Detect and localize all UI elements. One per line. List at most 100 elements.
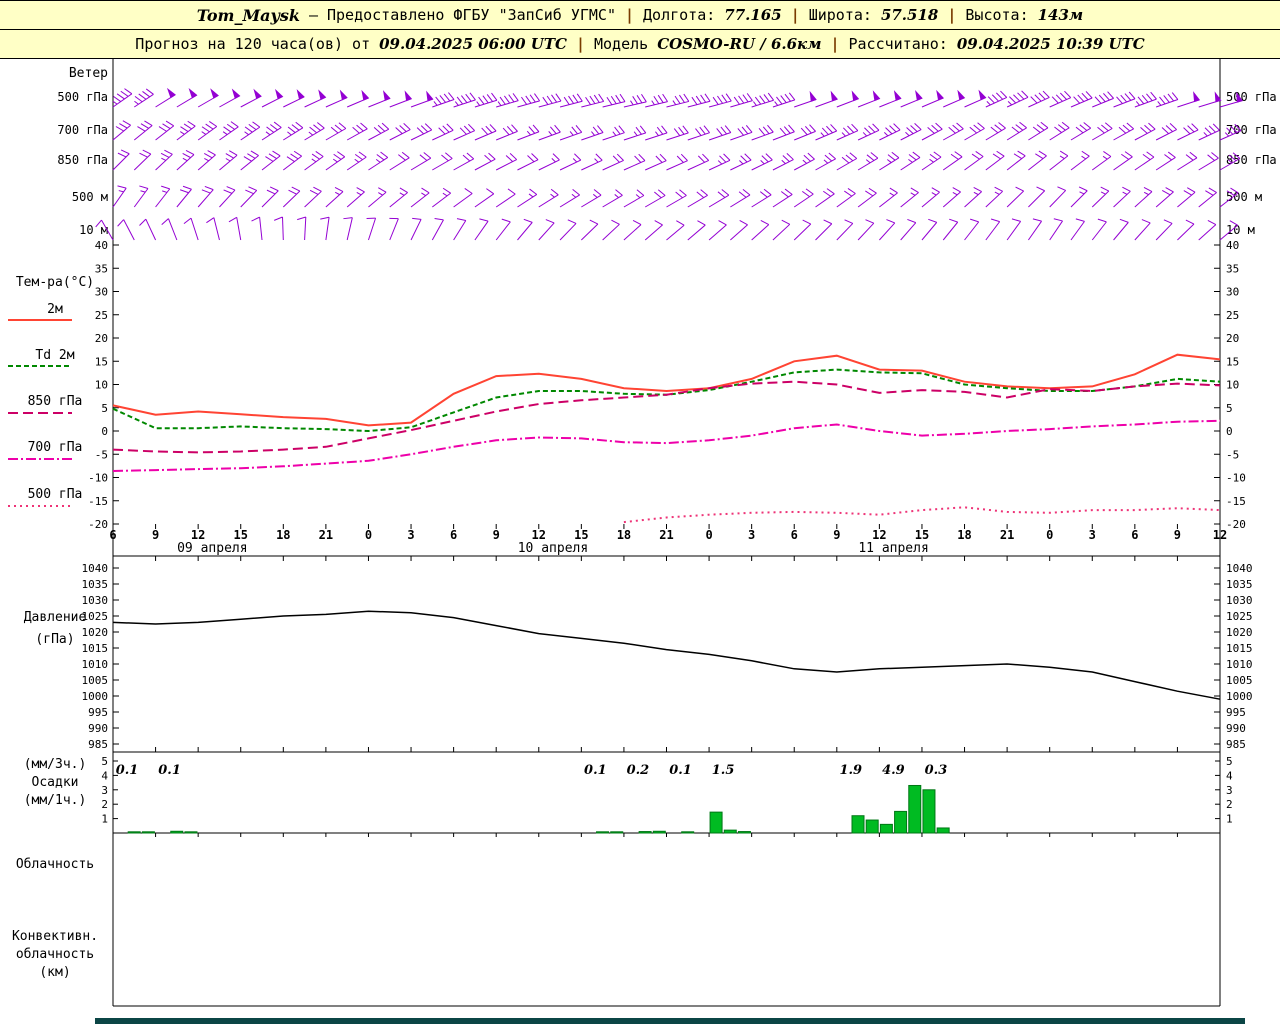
svg-text:40: 40 [1226,239,1239,252]
svg-text:5: 5 [101,402,108,415]
svg-text:0.3: 0.3 [925,763,948,778]
separator-icon: | [790,6,800,24]
header-line-2: Прогноз на 120 часа(ов) от 09.04.2025 06… [0,30,1280,59]
svg-text:12: 12 [532,528,546,542]
svg-text:9: 9 [152,528,159,542]
svg-text:40: 40 [95,239,108,252]
svg-text:1.9: 1.9 [839,763,862,778]
svg-text:-10: -10 [1226,472,1246,485]
svg-text:30: 30 [95,286,108,299]
svg-text:-20: -20 [88,518,108,531]
svg-text:1035: 1035 [1226,578,1253,591]
separator-icon: | [947,6,957,24]
svg-text:15: 15 [1226,355,1239,368]
precipitation-panel: 5 54 43 32 21 10.1 0.1 0.1 0.2 0.1 1.5 1.9 4.9 0.3 [101,755,1233,837]
svg-text:1005: 1005 [1226,674,1253,687]
svg-text:1010: 1010 [82,658,109,671]
svg-text:-20: -20 [1226,518,1246,531]
svg-text:0: 0 [1226,425,1233,438]
svg-text:1030: 1030 [1226,594,1253,607]
svg-text:10: 10 [95,379,108,392]
svg-text:985: 985 [88,738,108,751]
pressure-unit-label: (гПа) [35,632,75,647]
svg-text:18: 18 [617,528,631,542]
convective-panel-title-1: Конвективн. [11,929,99,944]
svg-text:1: 1 [101,813,108,826]
svg-text:15: 15 [95,355,108,368]
svg-text:990: 990 [88,722,108,735]
svg-text:12: 12 [191,528,205,542]
forecast-label: Прогноз на 120 часа(ов) от [135,35,371,53]
svg-text:10 м: 10 м [1226,223,1255,237]
svg-text:1010: 1010 [1226,658,1253,671]
svg-text:3: 3 [407,528,414,542]
svg-text:0.1: 0.1 [584,763,607,778]
svg-text:35: 35 [95,262,108,275]
svg-text:5: 5 [1226,755,1233,768]
legend-t2m-label: 2м [47,302,63,317]
svg-text:700 гПа: 700 гПа [1226,123,1277,137]
svg-text:990: 990 [1226,722,1246,735]
cloudiness-panel-title: Облачность [15,857,95,872]
svg-text:1025: 1025 [1226,610,1253,623]
svg-text:18: 18 [957,528,971,542]
model-label: Модель [594,35,649,53]
svg-text:1030: 1030 [82,594,109,607]
svg-text:6: 6 [1131,528,1138,542]
svg-text:5: 5 [1226,402,1233,415]
svg-text:0: 0 [365,528,372,542]
svg-text:500 гПа: 500 гПа [1226,90,1277,104]
svg-text:1015: 1015 [82,642,109,655]
svg-text:6: 6 [791,528,798,542]
svg-text:700 гПа: 700 гПа [57,123,108,137]
model-value: COSMO-RU / 6.6км [657,35,822,53]
separator-icon: | [830,35,840,53]
calculated-label: Рассчитано: [848,35,948,53]
calculated-value: 09.04.2025 10:39 UTC [956,35,1145,53]
svg-text:21: 21 [659,528,673,542]
svg-text:1005: 1005 [82,674,109,687]
svg-text:25: 25 [1226,309,1239,322]
svg-text:15: 15 [234,528,248,542]
svg-text:-15: -15 [88,495,108,508]
precip-3h-unit-label: (мм/3ч.) [23,757,87,772]
svg-text:1040: 1040 [82,562,109,575]
svg-text:-5: -5 [1226,448,1239,461]
longitude-value: 77.165 [724,6,782,24]
svg-text:2: 2 [1226,798,1233,811]
svg-text:-5: -5 [95,448,108,461]
svg-text:5: 5 [101,755,108,768]
svg-text:4.9: 4.9 [882,763,905,778]
svg-text:15: 15 [574,528,588,542]
legend-850-label: 850 гПа [27,394,83,409]
latitude-label: Широта: [808,6,872,24]
svg-text:10 м: 10 м [79,223,108,237]
svg-text:15: 15 [915,528,929,542]
header-line-1: Tom_Maysk – Предоставлено ФГБУ "ЗапСиб У… [0,1,1280,30]
svg-text:3: 3 [1226,784,1233,797]
svg-text:10 апреля: 10 апреля [518,541,588,556]
svg-text:1020: 1020 [82,626,109,639]
legend-td2m-label: Td 2м [35,348,75,363]
longitude-label: Долгота: [643,6,716,24]
station-name: Tom_Maysk [196,5,300,25]
pressure-panel: 1040 1040 1035 1035 1030 1030 1025 1025 1020 1020… [82,556,1253,752]
precip-panel-title: Осадки [31,775,79,790]
svg-text:850 гПа: 850 гПа [1226,153,1277,167]
svg-text:25: 25 [95,309,108,322]
svg-text:3: 3 [748,528,755,542]
svg-text:35: 35 [1226,262,1239,275]
svg-text:1040: 1040 [1226,562,1253,575]
legend-500-label: 500 гПа [27,487,83,502]
svg-text:850 гПа: 850 гПа [57,153,108,167]
svg-text:20: 20 [95,332,108,345]
svg-text:21: 21 [319,528,333,542]
wind-panel: 500 гПа 500 гПа 700 гПа 700 гПа 850 гПа 850 г… [57,87,1277,241]
svg-text:9: 9 [833,528,840,542]
svg-text:1020: 1020 [1226,626,1253,639]
svg-text:12: 12 [872,528,886,542]
svg-text:-10: -10 [88,472,108,485]
svg-text:0.1: 0.1 [669,763,692,778]
